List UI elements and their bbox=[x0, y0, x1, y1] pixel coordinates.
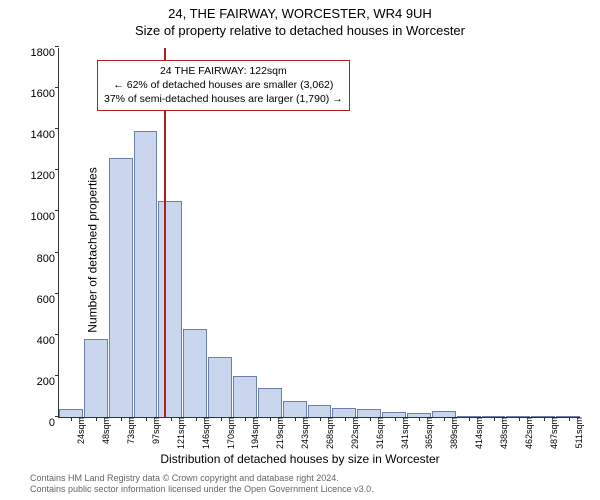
y-tick-label: 1600 bbox=[31, 88, 59, 100]
x-tick-label: 121sqm bbox=[174, 417, 186, 449]
histogram-bar bbox=[59, 409, 83, 417]
y-tick-mark bbox=[55, 293, 59, 294]
y-tick-label: 1000 bbox=[31, 211, 59, 223]
x-tick-label: 73sqm bbox=[124, 417, 136, 444]
y-tick-mark bbox=[55, 46, 59, 47]
chart-title-sub: Size of property relative to detached ho… bbox=[0, 21, 600, 38]
histogram-bar bbox=[357, 409, 381, 417]
y-tick-mark bbox=[55, 210, 59, 211]
x-tick-label: 316sqm bbox=[373, 417, 385, 449]
x-axis-label: Distribution of detached houses by size … bbox=[160, 452, 439, 466]
x-tick-label: 292sqm bbox=[348, 417, 360, 449]
x-tick-mark bbox=[519, 417, 520, 421]
x-tick-mark bbox=[419, 417, 420, 421]
x-tick-label: 438sqm bbox=[497, 417, 509, 449]
y-tick-label: 400 bbox=[37, 335, 59, 347]
histogram-bar bbox=[84, 339, 108, 417]
x-tick-label: 97sqm bbox=[149, 417, 161, 444]
footer-line: Contains HM Land Registry data © Crown c… bbox=[30, 473, 374, 485]
histogram-bar bbox=[233, 376, 257, 417]
histogram-bar bbox=[208, 357, 232, 417]
x-tick-mark bbox=[171, 417, 172, 421]
y-tick-label: 800 bbox=[37, 253, 59, 265]
histogram-bar bbox=[258, 388, 282, 417]
y-tick-label: 1400 bbox=[31, 129, 59, 141]
x-tick-mark bbox=[544, 417, 545, 421]
y-tick-mark bbox=[55, 252, 59, 253]
x-tick-label: 511sqm bbox=[572, 417, 584, 448]
histogram-bar bbox=[109, 158, 133, 417]
x-tick-label: 365sqm bbox=[422, 417, 434, 449]
annotation-line: 37% of semi-detached houses are larger (… bbox=[104, 92, 343, 106]
footer-line: Contains public sector information licen… bbox=[30, 484, 374, 496]
y-tick-mark bbox=[55, 334, 59, 335]
y-tick-mark bbox=[55, 128, 59, 129]
histogram-bar bbox=[332, 408, 356, 417]
x-tick-mark bbox=[370, 417, 371, 421]
y-tick-label: 600 bbox=[37, 294, 59, 306]
chart-plot-area: 02004006008001000120014001600180024sqm48… bbox=[58, 48, 580, 418]
y-tick-mark bbox=[55, 375, 59, 376]
histogram-bar bbox=[308, 405, 332, 417]
x-tick-mark bbox=[146, 417, 147, 421]
x-tick-mark bbox=[345, 417, 346, 421]
x-tick-mark bbox=[494, 417, 495, 421]
x-tick-label: 487sqm bbox=[547, 417, 559, 449]
histogram-bar bbox=[134, 131, 158, 417]
y-tick-mark bbox=[55, 87, 59, 88]
x-tick-mark bbox=[295, 417, 296, 421]
x-tick-mark bbox=[121, 417, 122, 421]
y-tick-label: 1200 bbox=[31, 170, 59, 182]
x-tick-mark bbox=[444, 417, 445, 421]
x-tick-mark bbox=[221, 417, 222, 421]
x-tick-mark bbox=[196, 417, 197, 421]
y-tick-label: 1800 bbox=[31, 47, 59, 59]
histogram-bar bbox=[183, 329, 207, 417]
x-tick-label: 146sqm bbox=[199, 417, 211, 449]
x-tick-mark bbox=[245, 417, 246, 421]
x-tick-label: 268sqm bbox=[323, 417, 335, 449]
x-tick-label: 194sqm bbox=[248, 417, 260, 449]
x-tick-mark bbox=[320, 417, 321, 421]
x-tick-mark bbox=[395, 417, 396, 421]
x-tick-label: 170sqm bbox=[224, 417, 236, 449]
x-tick-mark bbox=[469, 417, 470, 421]
chart-title-main: 24, THE FAIRWAY, WORCESTER, WR4 9UH bbox=[0, 0, 600, 21]
x-tick-mark bbox=[270, 417, 271, 421]
x-tick-mark bbox=[71, 417, 72, 421]
x-tick-label: 219sqm bbox=[273, 417, 285, 449]
x-tick-label: 24sqm bbox=[74, 417, 86, 444]
x-tick-mark bbox=[569, 417, 570, 421]
x-tick-label: 462sqm bbox=[522, 417, 534, 449]
annotation-line: 24 THE FAIRWAY: 122sqm bbox=[104, 64, 343, 78]
footer-attribution: Contains HM Land Registry data © Crown c… bbox=[30, 473, 374, 496]
annotation-box: 24 THE FAIRWAY: 122sqm← 62% of detached … bbox=[97, 60, 350, 111]
x-tick-label: 341sqm bbox=[398, 417, 410, 449]
y-tick-label: 0 bbox=[49, 417, 59, 429]
x-tick-label: 414sqm bbox=[472, 417, 484, 449]
x-tick-mark bbox=[96, 417, 97, 421]
y-tick-label: 200 bbox=[37, 376, 59, 388]
histogram-bar bbox=[283, 401, 307, 417]
x-tick-label: 389sqm bbox=[447, 417, 459, 449]
histogram-bar bbox=[158, 201, 182, 417]
annotation-line: ← 62% of detached houses are smaller (3,… bbox=[104, 78, 343, 92]
x-tick-label: 243sqm bbox=[298, 417, 310, 449]
x-tick-label: 48sqm bbox=[99, 417, 111, 444]
y-tick-mark bbox=[55, 169, 59, 170]
